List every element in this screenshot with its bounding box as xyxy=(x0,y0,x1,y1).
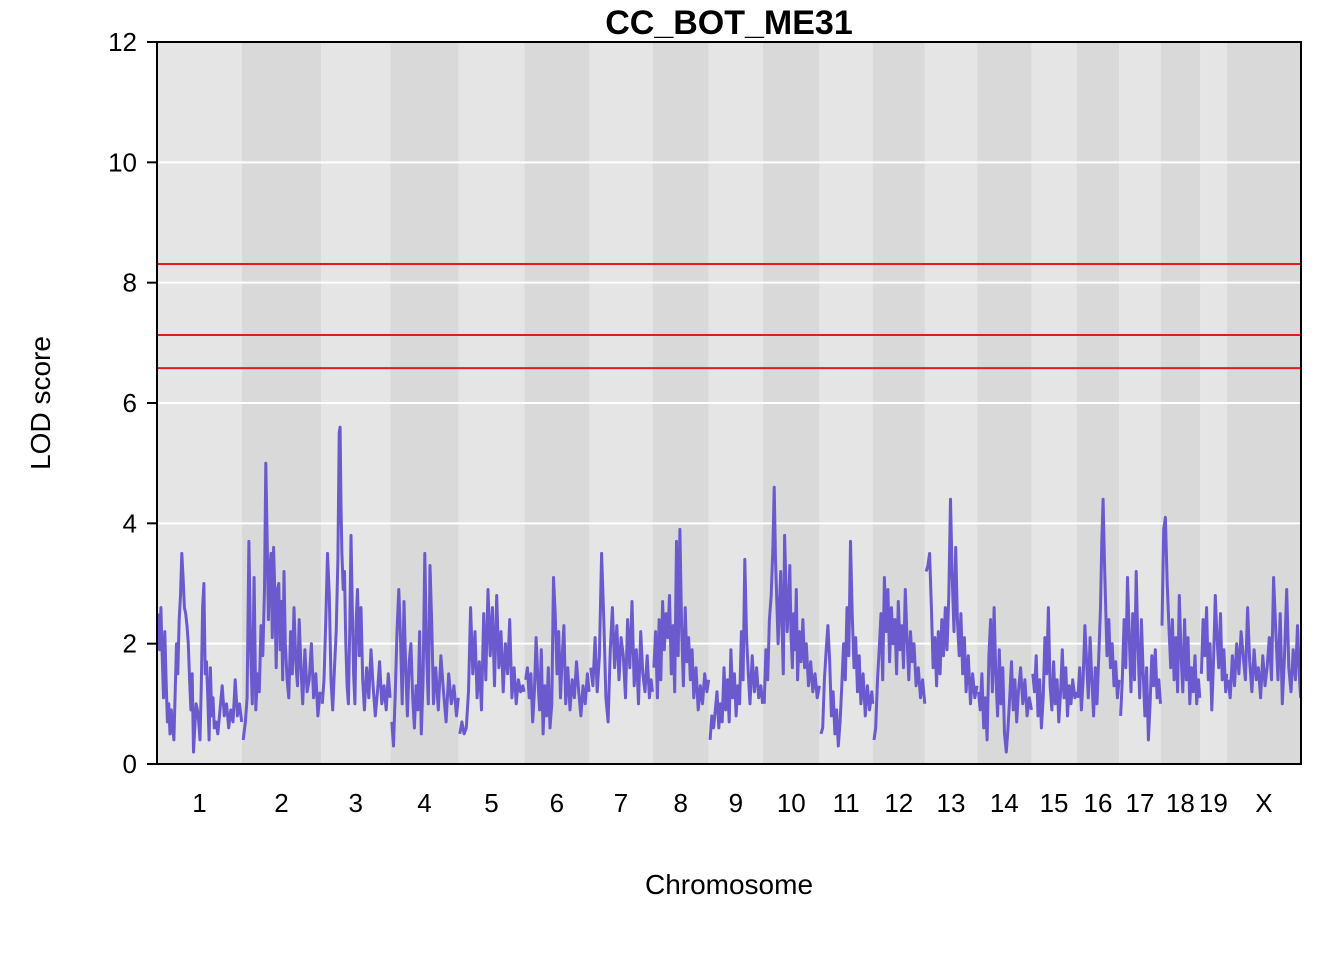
lod-line-chr-19 xyxy=(1199,594,1229,712)
x-axis-label: Chromosome xyxy=(645,869,813,900)
x-tick-label-13: 13 xyxy=(937,788,966,818)
x-tick-label-1: 1 xyxy=(192,788,206,818)
lod-line-chr-18 xyxy=(1160,515,1202,706)
y-tick-label: 6 xyxy=(123,388,137,418)
y-tick-label: 4 xyxy=(123,508,137,538)
threshold-lines xyxy=(157,263,1301,370)
x-tick-label-7: 7 xyxy=(614,788,628,818)
y-tick-label: 12 xyxy=(108,27,137,57)
x-tick-label-15: 15 xyxy=(1040,788,1069,818)
lod-line-chr-9 xyxy=(708,557,765,741)
y-tick-label: 10 xyxy=(108,147,137,177)
x-tick-label-5: 5 xyxy=(484,788,498,818)
x-tick-label-6: 6 xyxy=(550,788,564,818)
lod-line-chr-X xyxy=(1226,576,1303,706)
lod-line-chr-13 xyxy=(924,497,979,706)
y-tick-label: 0 xyxy=(123,749,137,779)
lod-line-chr-2 xyxy=(241,461,322,741)
x-tick-label-3: 3 xyxy=(349,788,363,818)
y-tick-label: 8 xyxy=(123,268,137,298)
y-axis: 0 2 4 6 8 10 12 xyxy=(108,27,158,779)
x-tick-label-X: X xyxy=(1255,788,1272,818)
lod-line-chr-5 xyxy=(458,588,526,736)
x-tick-label-14: 14 xyxy=(990,788,1019,818)
lod-line-chr-7 xyxy=(589,551,654,724)
x-tick-label-4: 4 xyxy=(417,788,431,818)
x-tick-label-17: 17 xyxy=(1126,788,1155,818)
x-tick-label-16: 16 xyxy=(1083,788,1112,818)
x-tick-label-10: 10 xyxy=(777,788,806,818)
y-tick-label: 2 xyxy=(123,629,137,659)
x-tick-label-8: 8 xyxy=(673,788,687,818)
lod-line-chr-12 xyxy=(872,576,927,741)
lod-line-chr-14 xyxy=(977,606,1033,754)
lod-line-chr-10 xyxy=(762,485,821,704)
x-tick-label-11: 11 xyxy=(833,788,860,818)
lod-line-chr-8 xyxy=(652,527,711,712)
lod-line-chr-4 xyxy=(390,551,460,748)
x-axis: 1 2 3 4 5 6 7 8 9 10 11 12 13 14 15 16 17 18 19 X xyxy=(192,788,1272,818)
lod-line-chr-6 xyxy=(524,576,591,736)
lod-line-chr-15 xyxy=(1031,606,1079,730)
lod-series xyxy=(156,425,1303,754)
lod-line-chr-17 xyxy=(1119,570,1162,742)
lod-line-chr-11 xyxy=(819,539,875,748)
x-tick-label-12: 12 xyxy=(884,788,913,818)
x-tick-label-18: 18 xyxy=(1166,788,1195,818)
lod-line-chr-3 xyxy=(320,425,392,718)
x-tick-label-9: 9 xyxy=(729,788,743,818)
lod-line-chr-16 xyxy=(1076,497,1121,718)
x-tick-label-2: 2 xyxy=(274,788,288,818)
x-tick-label-19: 19 xyxy=(1199,788,1228,818)
lod-line-chr-1 xyxy=(156,551,244,754)
chart-title: CC_BOT_ME31 xyxy=(605,4,853,42)
y-axis-label: LOD score xyxy=(25,336,56,470)
gridlines xyxy=(157,161,1301,645)
